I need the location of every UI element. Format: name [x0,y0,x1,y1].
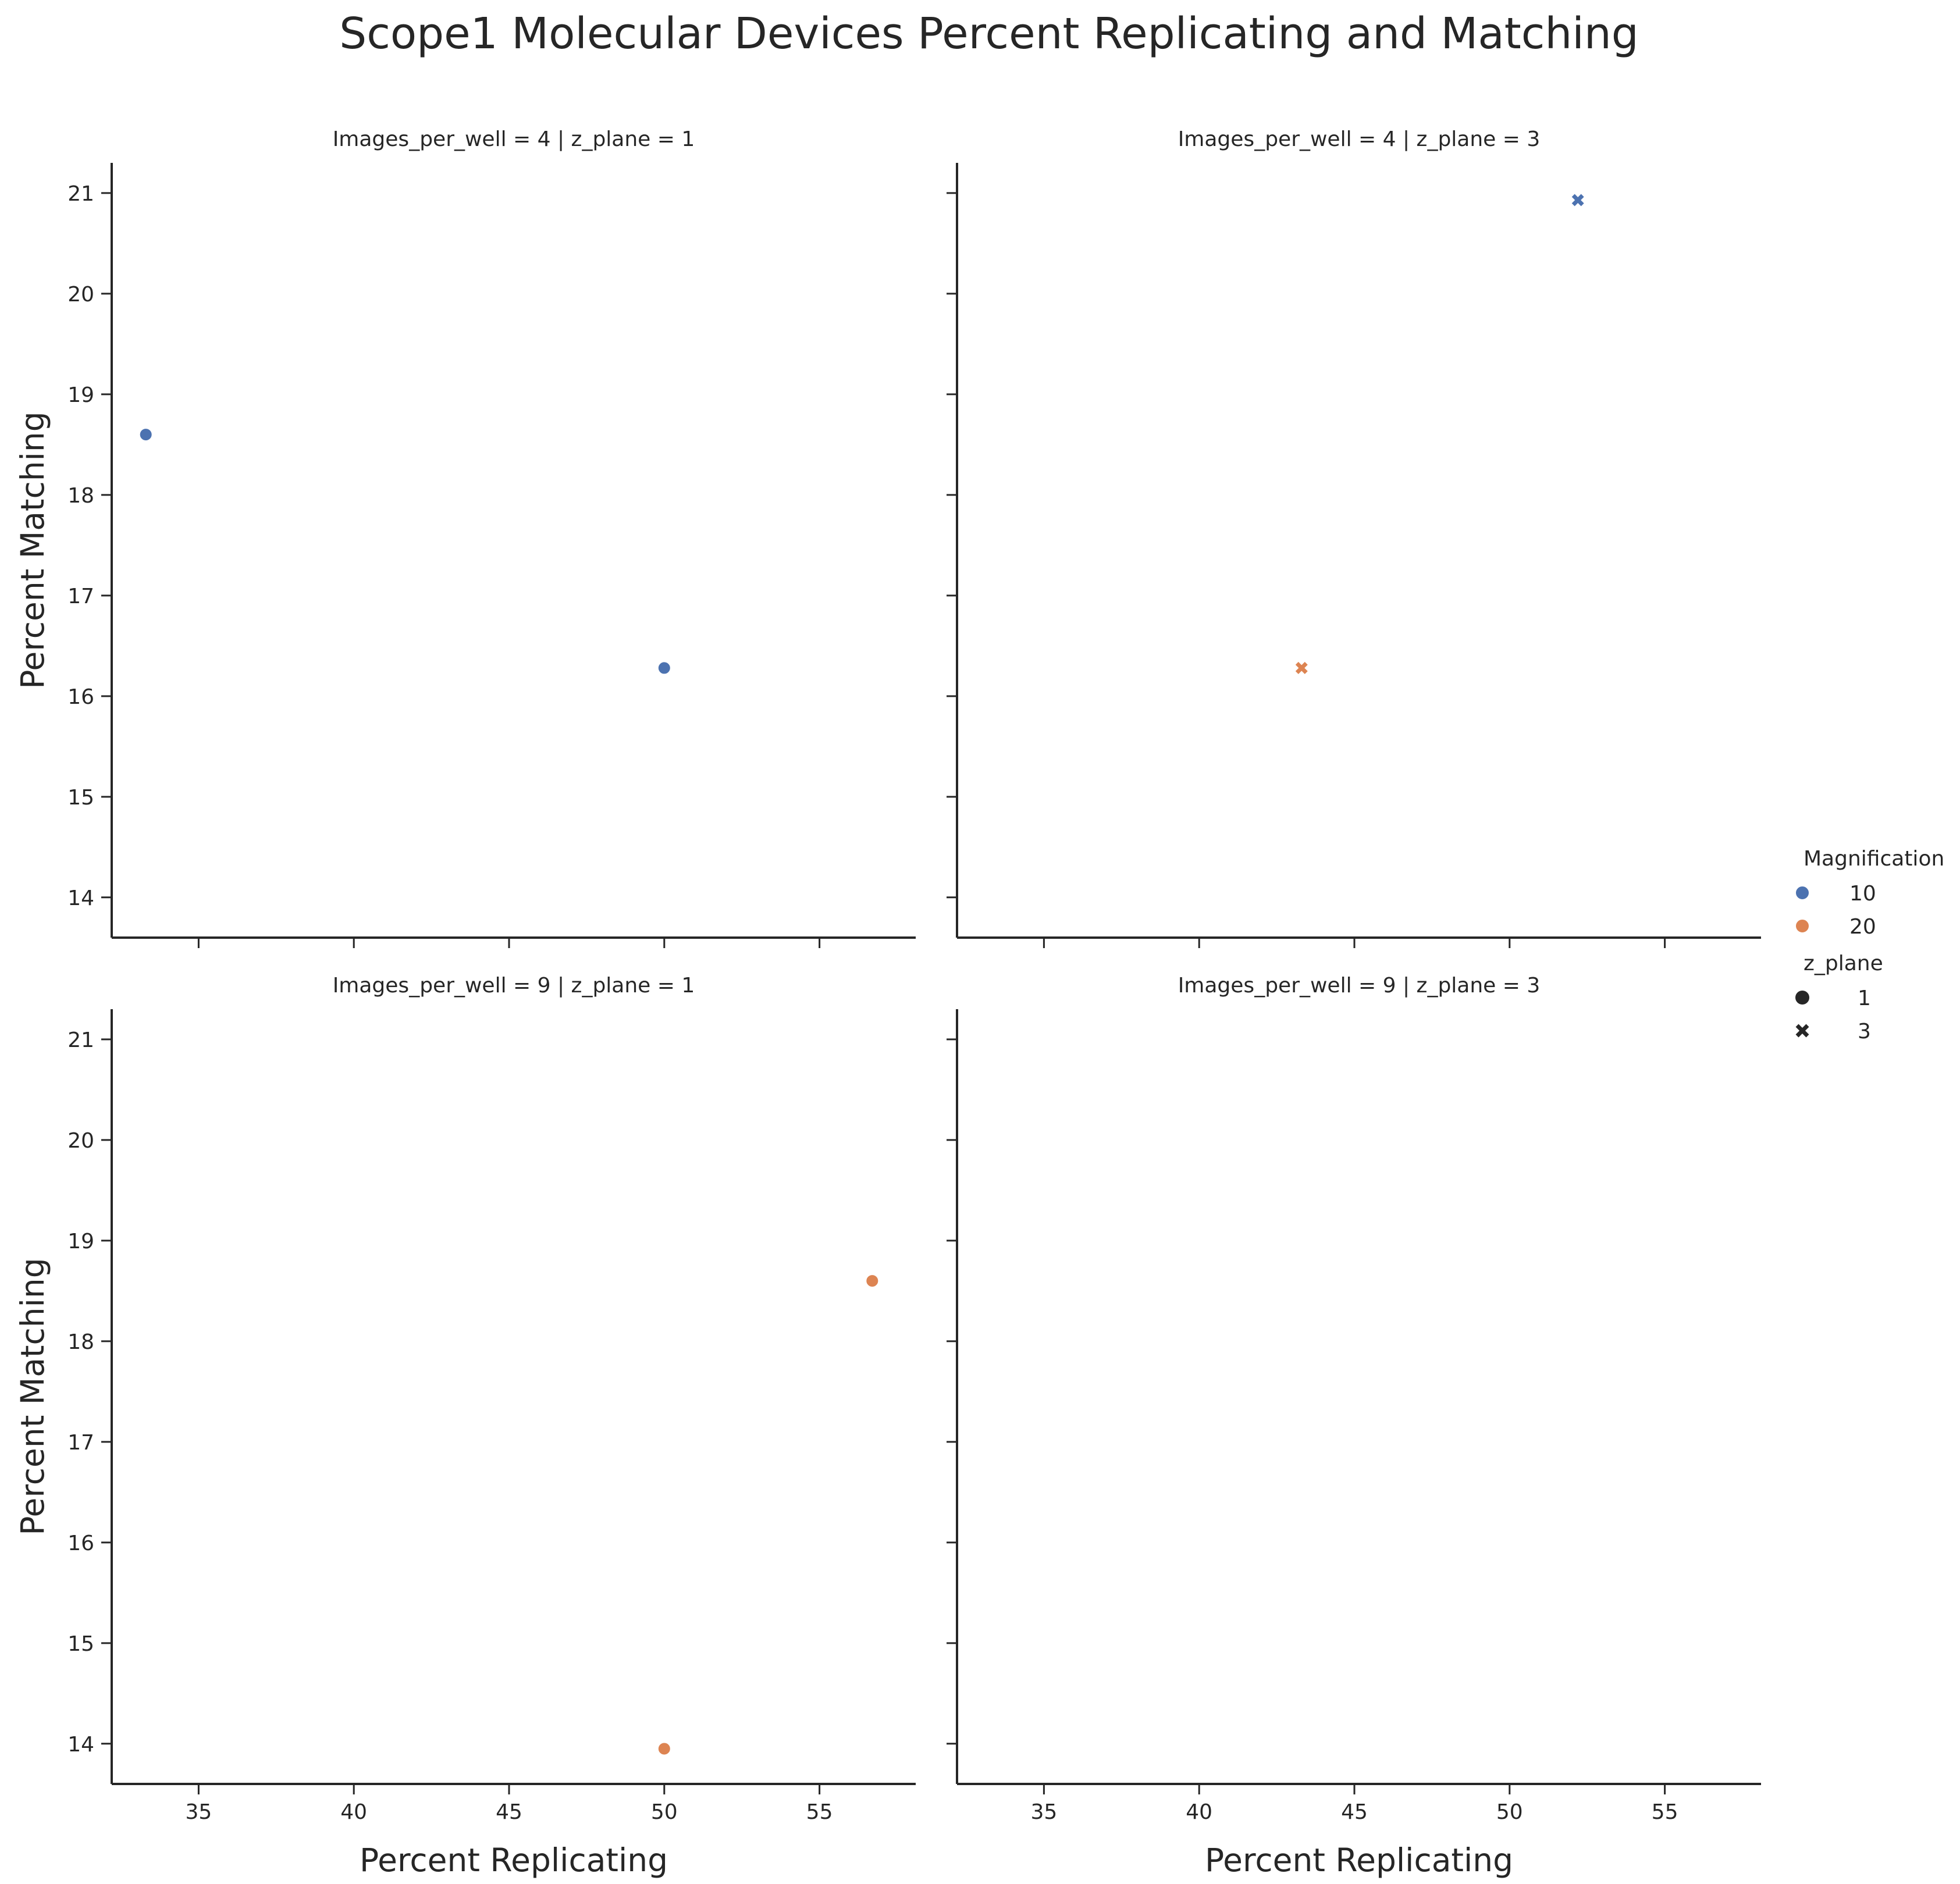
panel-title: Images_per_well = 4 | z_plane = 3 [1178,127,1541,151]
legend-label: 3 [1858,1020,1871,1043]
x-tick-label: 40 [1186,1800,1212,1824]
x-tick-label: 55 [1652,1800,1678,1824]
facet-panel: Images_per_well = 4 | z_plane = 1 14 15 16 1… [14,127,916,948]
data-point [138,428,153,442]
legend-title: Magnification [1804,847,1944,871]
y-tick-label: 15 [67,786,94,810]
y-tick-label: 20 [67,283,94,307]
y-axis-label: Percent Matching [14,1258,51,1535]
data-point [657,1741,671,1756]
x-tick-label: 40 [340,1800,367,1824]
legend-title: z_plane [1804,952,1883,975]
x-axis-label: Percent Replicating [1205,1842,1513,1879]
y-tick-label: 19 [67,383,94,407]
x-tick-label: 55 [806,1800,833,1824]
y-tick-label: 21 [67,1028,94,1052]
y-axis-label: Percent Matching [14,411,51,689]
chart-title: Scope1 Molecular Devices Percent Replica… [339,9,1638,59]
x-tick-label: 45 [1341,1800,1368,1824]
panel-title: Images_per_well = 9 | z_plane = 3 [1178,974,1541,998]
y-tick-label: 19 [67,1230,94,1253]
data-point [1571,194,1584,206]
y-tick-label: 17 [67,585,94,608]
y-tick-label: 14 [67,886,94,910]
x-tick-label: 50 [651,1800,678,1824]
facet-panel: Images_per_well = 9 | z_plane = 1 14 15 16 1… [14,974,916,1879]
data-point [865,1274,880,1288]
legend-marker [1795,991,1809,1005]
legend-marker [1795,885,1810,900]
data-point [657,661,671,675]
y-tick-label: 16 [67,685,94,709]
y-tick-label: 18 [67,1330,94,1354]
y-tick-label: 20 [67,1129,94,1153]
y-tick-label: 16 [67,1532,94,1555]
y-tick-label: 17 [67,1431,94,1455]
legend-label: 1 [1858,986,1871,1010]
legend-label: 10 [1849,882,1876,906]
x-tick-label: 45 [496,1800,522,1824]
x-tick-label: 35 [185,1800,212,1824]
x-tick-label: 35 [1030,1800,1057,1824]
data-point [1295,661,1308,674]
y-tick-label: 14 [67,1733,94,1757]
x-tick-label: 50 [1496,1800,1523,1824]
legend-marker [1795,918,1810,934]
legend-marker [1795,1024,1809,1038]
facet-panel: Images_per_well = 9 | z_plane = 3 35 40 45 5… [947,974,1761,1879]
y-tick-label: 21 [67,182,94,206]
legend-label: 20 [1849,915,1876,939]
panel-title: Images_per_well = 9 | z_plane = 1 [333,974,695,998]
y-tick-label: 18 [67,484,94,508]
x-axis-label: Percent Replicating [360,1842,668,1879]
facet-panel: Images_per_well = 4 | z_plane = 3 [947,127,1761,948]
y-tick-label: 15 [67,1632,94,1656]
facet-grid: Images_per_well = 4 | z_plane = 1 14 15 16 1… [14,127,1761,1879]
legend: Magnification 10 20 z_plane 1 3 [1795,847,1944,1043]
panel-title: Images_per_well = 4 | z_plane = 1 [333,127,695,151]
